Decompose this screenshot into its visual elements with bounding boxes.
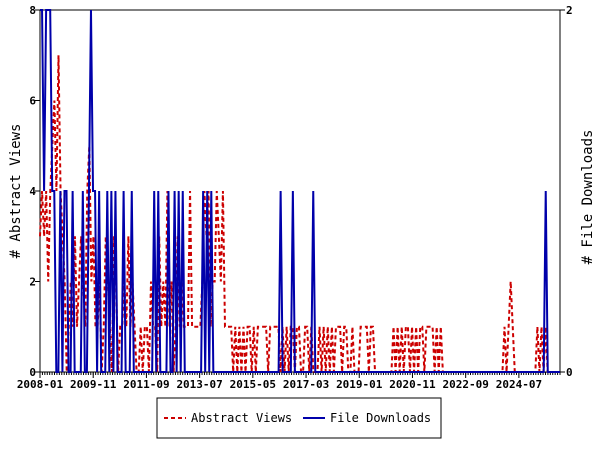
x-tick-label: 2013-07: [176, 378, 222, 391]
x-tick-label: 2024-07: [496, 378, 542, 391]
x-tick-label: 2017-03: [283, 378, 329, 391]
left-y-tick-label: 2: [29, 276, 36, 289]
series-line-file-downloads: [40, 9, 560, 373]
x-tick-label: 2019-01: [336, 378, 383, 391]
legend-label-abstract-views: Abstract Views: [191, 411, 292, 425]
left-y-tick-label: 8: [29, 4, 36, 17]
left-y-axis: 0 2 4 6 8: [29, 4, 40, 379]
y-axis-left-title: # Abstract Views: [8, 124, 24, 259]
x-tick-label: 2009-11: [70, 378, 117, 391]
x-axis: 2008-01 2009-11 2011-09 2013-07 2015-05 2017-…: [17, 372, 561, 391]
x-tick-label: 2020-11: [389, 378, 436, 391]
y-axis-right-title: # File Downloads: [580, 130, 596, 265]
legend-label-file-downloads: File Downloads: [330, 411, 431, 425]
x-tick-label: 2022-09: [442, 378, 488, 391]
right-y-tick-label: 0: [566, 366, 573, 379]
right-y-tick-label: 2: [566, 4, 573, 17]
right-y-axis: 02: [560, 4, 573, 379]
x-tick-label: 2015-05: [230, 378, 276, 391]
series-line-abstract-views: [39, 55, 560, 373]
legend: Abstract Views File Downloads: [156, 397, 442, 439]
left-y-tick-label: 0: [29, 366, 36, 379]
series-layer: [39, 9, 560, 373]
left-y-tick-label: 6: [29, 95, 36, 108]
x-tick-label: 2008-01: [17, 378, 64, 391]
plot-frame: [39, 9, 561, 373]
left-y-tick-label: 4: [29, 185, 36, 198]
legend-box: [156, 397, 442, 439]
x-tick-label: 2011-09: [123, 378, 169, 391]
